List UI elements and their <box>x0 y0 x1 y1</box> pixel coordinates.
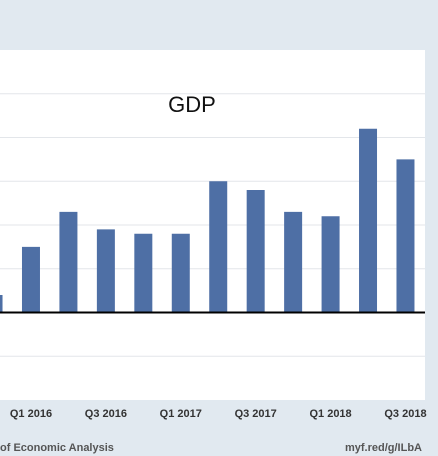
bar <box>0 295 3 313</box>
x-tick-label: Q1 2017 <box>160 408 202 420</box>
bar <box>21 246 40 313</box>
bar <box>321 216 340 313</box>
x-tick-label: Q3 2017 <box>235 408 277 420</box>
bar <box>209 181 228 313</box>
bar <box>134 233 153 313</box>
x-tick-label: Q1 2016 <box>10 408 52 420</box>
link-note: myf.red/g/ILbA <box>345 442 422 454</box>
x-tick-label: Q3 2018 <box>384 408 426 420</box>
bar <box>246 190 265 313</box>
bar <box>171 233 190 313</box>
bar <box>96 229 115 313</box>
bar <box>359 128 378 313</box>
x-tick-label: Q1 2018 <box>309 408 351 420</box>
source-note: of Economic Analysis <box>0 442 114 454</box>
x-tick-label: Q3 2016 <box>85 408 127 420</box>
chart-title: GDP <box>168 92 216 117</box>
bar <box>59 211 78 313</box>
bar <box>284 211 303 313</box>
bar <box>396 159 415 313</box>
